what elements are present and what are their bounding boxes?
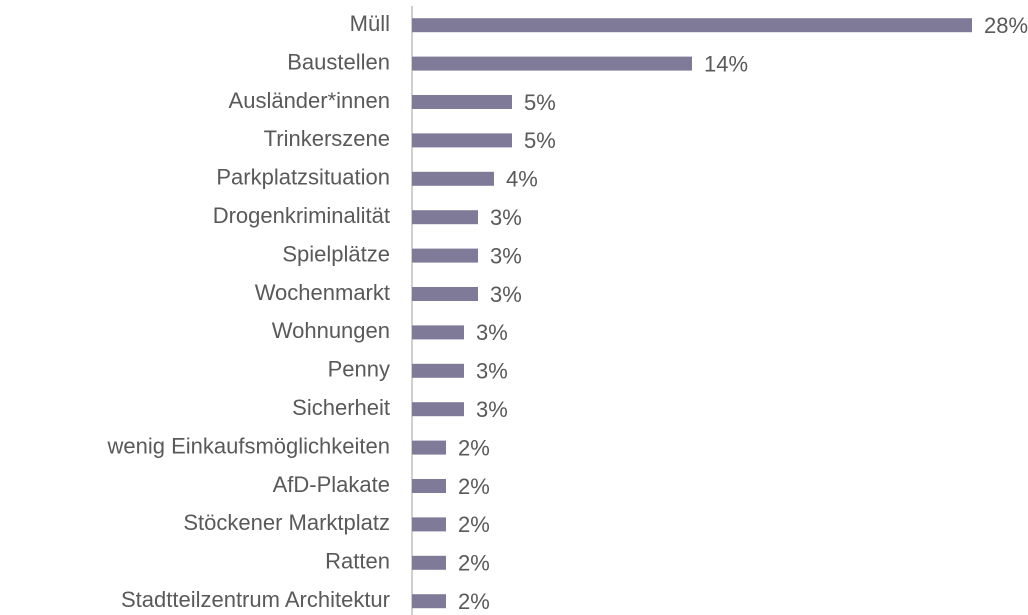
bar xyxy=(412,56,692,71)
value-label: 3% xyxy=(476,320,508,345)
category-label: Drogenkriminalität xyxy=(213,203,390,228)
value-label: 28% xyxy=(984,13,1028,38)
category-label: AfD-Plakate xyxy=(273,472,390,497)
bar xyxy=(412,402,464,417)
value-label: 14% xyxy=(704,51,748,76)
category-label: Penny xyxy=(328,357,390,382)
category-label: Baustellen xyxy=(287,49,390,74)
bar xyxy=(412,517,446,532)
category-label: Wochenmarkt xyxy=(255,280,390,305)
value-label: 2% xyxy=(458,551,490,576)
value-label: 2% xyxy=(458,435,490,460)
bar xyxy=(412,18,972,33)
category-label: Sicherheit xyxy=(292,395,390,420)
value-label: 3% xyxy=(490,205,522,230)
value-label: 3% xyxy=(476,397,508,422)
value-label: 3% xyxy=(476,359,508,384)
bar xyxy=(412,133,512,148)
category-label: Wohnungen xyxy=(272,318,390,343)
value-label: 2% xyxy=(458,589,490,614)
value-label: 2% xyxy=(458,512,490,537)
category-label: Trinkerszene xyxy=(264,126,390,151)
bar xyxy=(412,363,464,378)
category-label: Stöckener Marktplatz xyxy=(183,510,390,535)
value-label: 3% xyxy=(490,282,522,307)
category-label: Spielplätze xyxy=(282,241,390,266)
value-label: 5% xyxy=(524,90,556,115)
bar xyxy=(412,479,446,493)
category-label: Stadtteilzentrum Architektur xyxy=(121,587,390,612)
bar xyxy=(412,594,446,609)
bar xyxy=(412,555,446,570)
bar xyxy=(412,210,478,225)
bar xyxy=(412,95,512,109)
value-label: 3% xyxy=(490,243,522,268)
category-label: Müll xyxy=(350,11,390,36)
category-label: Parkplatzsituation xyxy=(216,165,390,190)
bar xyxy=(412,287,478,301)
category-label: Ausländer*innen xyxy=(229,88,390,113)
bar xyxy=(412,171,494,186)
bar xyxy=(412,248,478,263)
bar xyxy=(412,440,446,455)
value-label: 5% xyxy=(524,128,556,153)
category-label: wenig Einkaufsmöglichkeiten xyxy=(107,433,391,458)
bar xyxy=(412,325,464,340)
value-label: 4% xyxy=(506,167,538,192)
category-label: Ratten xyxy=(325,549,390,574)
value-label: 2% xyxy=(458,474,490,499)
